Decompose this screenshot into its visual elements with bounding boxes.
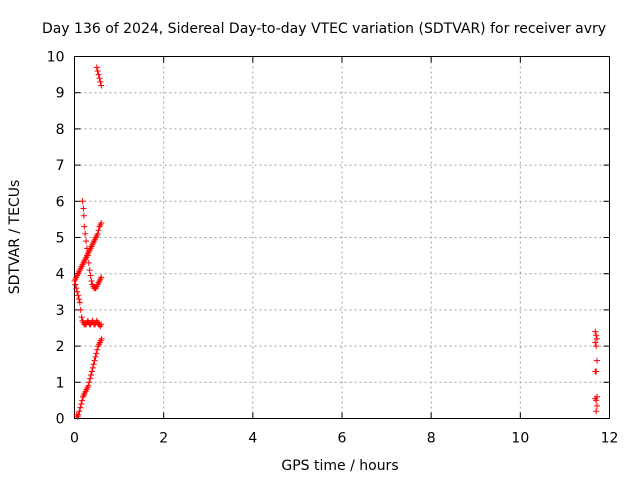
data-point: [98, 335, 105, 342]
chart-title: Day 136 of 2024, Sidereal Day-to-day VTE…: [42, 21, 606, 37]
data-point: [85, 382, 92, 389]
data-point: [98, 220, 105, 227]
data-point: [593, 397, 600, 404]
data-point: [87, 375, 94, 382]
data-point: [78, 314, 85, 321]
data-point: [75, 292, 82, 299]
y-tick-label: 0: [56, 412, 65, 428]
data-point: [83, 245, 90, 252]
y-axis-label: SDTVAR / TECUs: [7, 180, 23, 295]
data-point: [594, 357, 601, 364]
data-point: [72, 281, 79, 288]
data-point: [82, 230, 89, 237]
y-tick-label: 9: [56, 86, 65, 102]
data-point: [594, 402, 601, 409]
data-point: [593, 368, 600, 375]
data-point: [94, 230, 101, 237]
y-tick-label: 4: [56, 267, 65, 283]
data-point: [96, 75, 103, 82]
y-tick-label: 5: [56, 231, 65, 247]
x-tick-label: 8: [427, 431, 436, 447]
data-point: [88, 277, 95, 284]
y-tick-label: 2: [56, 339, 65, 355]
data-point: [79, 198, 86, 205]
data-point: [98, 82, 105, 89]
x-axis-label: GPS time / hours: [281, 458, 398, 474]
data-point: [95, 227, 102, 234]
y-tick-label: 10: [47, 50, 65, 66]
data-point: [80, 212, 87, 219]
data-point: [77, 404, 84, 411]
data-point: [592, 339, 599, 346]
data-point: [94, 346, 101, 353]
data-point: [76, 299, 83, 306]
data-point: [85, 259, 92, 266]
data-point: [93, 350, 100, 357]
data-point: [76, 408, 83, 415]
data-point: [79, 397, 86, 404]
x-tick-label: 0: [70, 431, 79, 447]
data-point: [83, 238, 90, 245]
data-point: [75, 411, 82, 418]
x-tick-label: 10: [511, 431, 529, 447]
grid: [74, 56, 610, 419]
data-point: [77, 306, 84, 313]
x-tick-label: 2: [159, 431, 168, 447]
data-point: [78, 401, 85, 408]
data-point: [74, 288, 81, 295]
y-tick-label: 7: [56, 158, 65, 174]
data-point: [86, 379, 93, 386]
data-point: [593, 343, 600, 350]
data-point: [92, 353, 99, 360]
data-point: [95, 71, 102, 78]
plot-frame: [74, 56, 610, 419]
x-tick-label: 4: [248, 431, 257, 447]
data-point: [84, 252, 91, 259]
data-point: [73, 285, 80, 292]
data-point: [75, 296, 82, 303]
data-point: [94, 67, 101, 74]
data-point: [87, 372, 94, 379]
x-tick-label: 12: [601, 431, 619, 447]
data-point: [592, 328, 599, 335]
y-tick-label: 3: [56, 303, 65, 319]
data-point: [97, 78, 104, 85]
data-point: [98, 321, 105, 328]
y-tick-label: 1: [56, 375, 65, 391]
data-point: [98, 274, 105, 281]
data-points: [71, 64, 601, 420]
data-point: [91, 357, 98, 364]
data-point: [93, 64, 100, 71]
data-point: [594, 335, 601, 342]
data-point: [86, 267, 93, 274]
data-point: [81, 223, 88, 230]
data-point: [80, 205, 87, 212]
data-point: [87, 272, 94, 279]
data-point: [90, 361, 97, 368]
x-tick-label: 6: [338, 431, 347, 447]
data-point: [88, 368, 95, 375]
data-point: [89, 364, 96, 371]
data-point: [593, 408, 600, 415]
y-tick-label: 8: [56, 122, 65, 138]
y-tick-label: 6: [56, 194, 65, 210]
data-point: [593, 332, 600, 339]
